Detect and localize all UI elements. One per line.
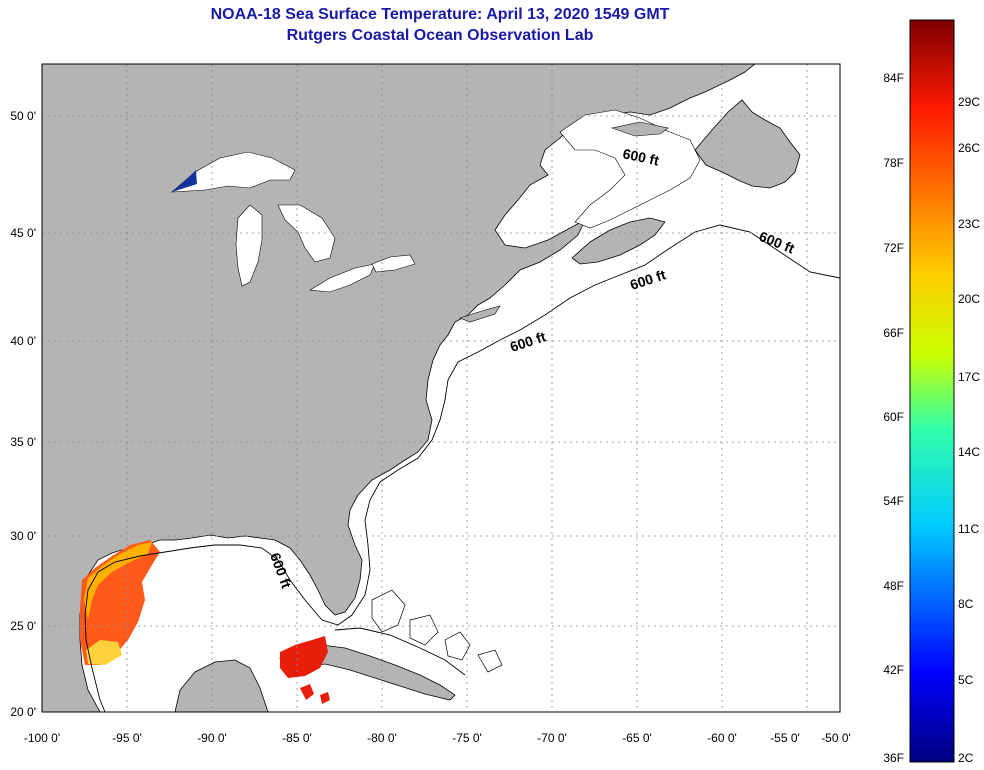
gulf-sst-warm-band (84, 542, 152, 620)
isobath-label: 600 ft (621, 145, 660, 168)
lon-tick-label: -75 0' (452, 731, 482, 745)
colorbar-f-label: 42F (883, 663, 904, 677)
colorbar-f-label: 60F (883, 410, 904, 424)
colorbar-f-label: 36F (883, 751, 904, 765)
colorbar-f-label: 72F (883, 241, 904, 255)
lat-tick-label: 25 0' (10, 619, 36, 633)
long-island (459, 305, 501, 323)
lake-erie (309, 263, 376, 293)
lake-superior-sst (172, 170, 197, 192)
cuba-sst-patch (280, 636, 328, 678)
isobath-600ft (84, 224, 840, 712)
lon-tick-label: -60 0' (707, 731, 737, 745)
colorbar-c-label: 29C (958, 95, 980, 109)
lat-tick-label: 50 0' (10, 109, 36, 123)
newfoundland-land (694, 99, 801, 189)
lat-tick-label: 30 0' (10, 529, 36, 543)
lake-ontario (371, 254, 416, 273)
colorbar-c-label: 23C (958, 217, 980, 231)
lon-tick-label: -55 0' (770, 731, 800, 745)
colorbar-f-label: 54F (883, 494, 904, 508)
colorbar-c-label: 26C (958, 141, 980, 155)
map-subtitle: Rutgers Coastal Ocean Observation Lab (286, 27, 594, 44)
anticosti-island (610, 121, 669, 137)
colorbar-celsius-scale: 29C 26C 23C 20C 17C 14C 11C 8C 5C 2C (958, 95, 980, 765)
north-america-land (42, 64, 756, 712)
lon-tick-label: -100 0' (24, 731, 60, 745)
colorbar-c-label: 11C (958, 522, 979, 536)
colorbar-f-label: 48F (883, 579, 904, 593)
colorbar-c-label: 14C (958, 445, 980, 459)
colorbar (909, 19, 955, 763)
colorbar-fahrenheit-scale: 84F 78F 72F 66F 60F 54F 48F 42F 36F (883, 71, 904, 765)
map-frame (41, 63, 841, 713)
lat-tick-label: 35 0' (10, 435, 36, 449)
lake-superior (171, 151, 296, 193)
map-title: NOAA-18 Sea Surface Temperature: April 1… (210, 6, 670, 23)
lake-michigan (235, 204, 263, 287)
colorbar-c-label: 2C (958, 751, 974, 765)
lon-tick-label: -65 0' (622, 731, 652, 745)
gulf-of-st-lawrence (559, 109, 701, 229)
lon-tick-label: -85 0' (282, 731, 312, 745)
lat-tick-label: 45 0' (10, 226, 36, 240)
graticule (42, 64, 840, 712)
nova-scotia-land (571, 217, 666, 265)
colorbar-c-label: 8C (958, 597, 974, 611)
lon-tick-label: -70 0' (537, 731, 567, 745)
title-block: NOAA-18 Sea Surface Temperature: April 1… (0, 4, 880, 46)
lat-tick-label: 40 0' (10, 334, 36, 348)
colorbar-f-label: 78F (883, 156, 904, 170)
lon-tick-label: -95 0' (112, 731, 142, 745)
colorbar-c-label: 17C (958, 370, 980, 384)
lake-huron (277, 204, 336, 263)
isobath-600ft-cuba (334, 627, 466, 676)
colorbar-c-label: 20C (958, 292, 980, 306)
colorbar-c-label: 5C (958, 673, 974, 687)
colorbar-f-label: 84F (883, 71, 904, 85)
latitude-axis: 50 0' 45 0' 40 0' 35 0' 30 0' 25 0' 20 0… (10, 109, 36, 719)
colorbar-f-label: 66F (883, 326, 904, 340)
cuba-sst-patch-small (300, 684, 330, 704)
lon-tick-label: -90 0' (197, 731, 227, 745)
lon-tick-label: -80 0' (367, 731, 397, 745)
bahamas-outline (371, 589, 503, 673)
yucatan-land (174, 659, 269, 712)
gulf-sst-warm-band-south (86, 640, 122, 665)
lat-tick-label: 20 0' (10, 705, 36, 719)
lon-tick-label: -50 0' (821, 731, 851, 745)
longitude-axis: -100 0' -95 0' -90 0' -85 0' -80 0' -75 … (24, 731, 851, 745)
